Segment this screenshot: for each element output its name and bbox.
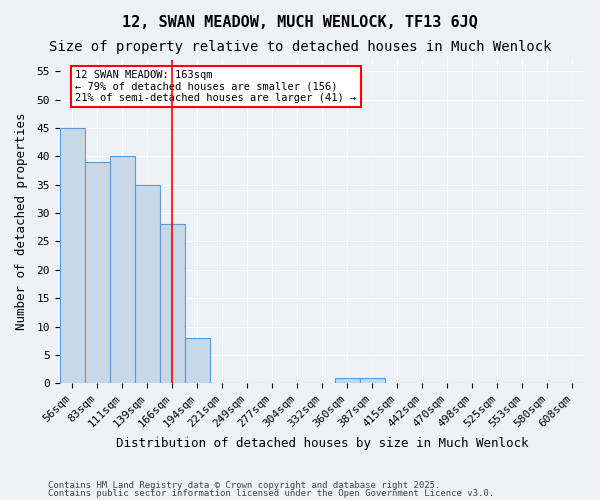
Bar xyxy=(335,378,360,383)
Bar xyxy=(110,156,134,383)
Bar xyxy=(134,185,160,383)
Text: 12, SWAN MEADOW, MUCH WENLOCK, TF13 6JQ: 12, SWAN MEADOW, MUCH WENLOCK, TF13 6JQ xyxy=(122,15,478,30)
Bar xyxy=(85,162,110,383)
Text: Size of property relative to detached houses in Much Wenlock: Size of property relative to detached ho… xyxy=(49,40,551,54)
Bar xyxy=(160,224,185,383)
Y-axis label: Number of detached properties: Number of detached properties xyxy=(15,113,28,330)
Bar xyxy=(59,128,85,383)
Text: Contains public sector information licensed under the Open Government Licence v3: Contains public sector information licen… xyxy=(48,489,494,498)
Bar xyxy=(360,378,385,383)
Text: 12 SWAN MEADOW: 163sqm
← 79% of detached houses are smaller (156)
21% of semi-de: 12 SWAN MEADOW: 163sqm ← 79% of detached… xyxy=(76,70,356,103)
Text: Contains HM Land Registry data © Crown copyright and database right 2025.: Contains HM Land Registry data © Crown c… xyxy=(48,480,440,490)
X-axis label: Distribution of detached houses by size in Much Wenlock: Distribution of detached houses by size … xyxy=(116,437,529,450)
Bar xyxy=(185,338,209,383)
